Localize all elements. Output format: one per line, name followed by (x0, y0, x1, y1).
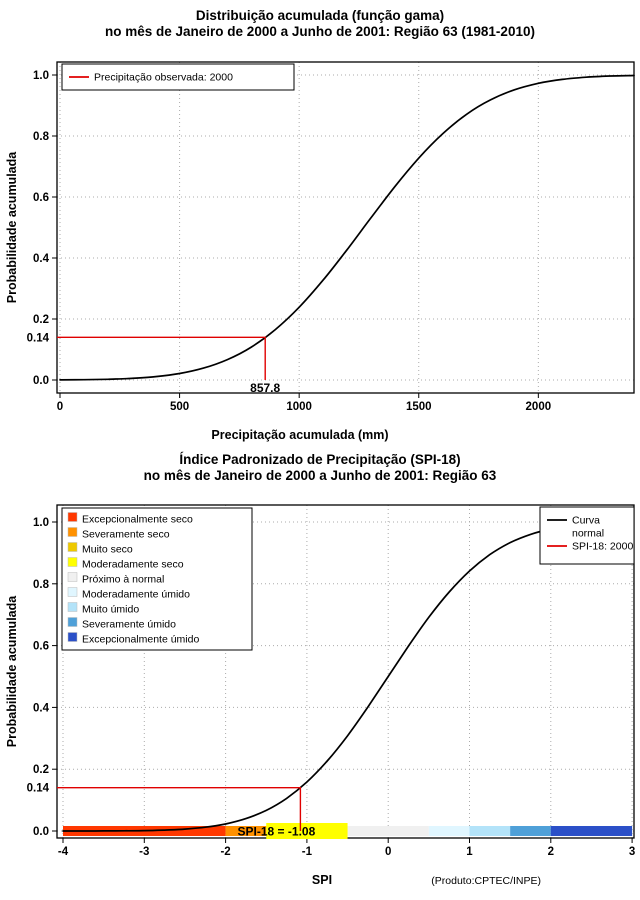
category-label: Excepcionalmente seco (82, 514, 193, 526)
x-tick-label: 1500 (406, 401, 432, 413)
x-axis-label: Precipitação acumulada (mm) (211, 428, 388, 442)
y-tick-label: 0.0 (33, 375, 49, 387)
annotation-highlight (266, 823, 348, 839)
category-swatch (67, 542, 78, 552)
spi-scale-segment (347, 826, 429, 836)
spi-value-label: SPI-18 = -1.08 (238, 825, 316, 839)
y-axis-label: Probabilidade acumulada (5, 151, 19, 303)
y-tick-label: 0.8 (33, 579, 50, 591)
observed-probability-label: 0.14 (27, 783, 50, 795)
category-label: Severamente úmido (82, 619, 176, 631)
category-swatch (67, 557, 78, 567)
spi-scale-segment (225, 826, 267, 836)
category-label: Muito seco (82, 544, 133, 556)
y-tick-label: 0.4 (33, 253, 50, 265)
x-tick-label: -1 (302, 846, 313, 858)
x-tick-label: 1 (466, 846, 473, 858)
y-tick-label: 0.6 (33, 641, 49, 653)
x-tick-label: 500 (170, 401, 189, 413)
category-label: Próximo à normal (82, 574, 164, 586)
x-tick-label: 3 (629, 846, 635, 858)
plot-box (56, 61, 635, 394)
chart-title: Distribuição acumulada (função gama) (196, 8, 444, 23)
category-label: Severamente seco (82, 529, 170, 541)
y-tick-label: 0.8 (33, 131, 50, 143)
legend-label: Curva (572, 515, 600, 527)
y-tick-label: 0.2 (33, 314, 49, 326)
legend-label: normal (572, 528, 604, 540)
y-tick-label: 0.4 (33, 702, 50, 714)
category-swatch (67, 512, 78, 522)
x-axis-label: SPI (312, 873, 332, 887)
gamma-cdf-chart: Distribuição acumulada (função gama)no m… (5, 8, 635, 442)
category-swatch (67, 572, 78, 582)
x-tick-label: -4 (58, 846, 69, 858)
category-swatch (67, 587, 78, 597)
legend-label: SPI-18: 2000 (572, 541, 633, 553)
x-tick-label: 1000 (286, 401, 312, 413)
x-tick-label: 2 (548, 846, 554, 858)
legend-label: Precipitação observada: 2000 (94, 72, 233, 84)
observed-value-lines (57, 787, 302, 831)
y-axis-label: Probabilidade acumulada (5, 595, 19, 747)
x-tick-label: -3 (139, 846, 149, 858)
spi-scale-segment (550, 826, 633, 836)
x-tick-label: 0 (57, 401, 63, 413)
observed-value-lines (57, 336, 266, 380)
category-legend-box (61, 507, 253, 651)
x-tick-label: 2000 (526, 401, 552, 413)
x-tick-label: -2 (220, 846, 230, 858)
category-label: Moderadamente seco (82, 559, 184, 571)
spi-cdf-chart: Índice Padronizado de Precipitação (SPI-… (5, 452, 635, 887)
chart-subtitle: no mês de Janeiro de 2000 a Junho de 200… (105, 24, 535, 39)
y-tick-label: 1.0 (33, 517, 49, 529)
y-tick-label: 0.6 (33, 192, 49, 204)
legend-box (61, 63, 295, 91)
y-tick-label: 0.2 (33, 764, 49, 776)
y-tick-label: 0.0 (33, 826, 49, 838)
observed-probability-label: 0.14 (27, 332, 50, 344)
category-swatch (67, 617, 78, 627)
category-label: Excepcionalmente úmido (82, 634, 199, 646)
product-credit: (Produto:CPTEC/INPE) (431, 875, 541, 887)
cdf-curve (62, 521, 633, 832)
category-label: Muito úmido (82, 604, 139, 616)
y-tick-label: 1.0 (33, 70, 49, 82)
cdf-curve (59, 74, 635, 381)
observed-precip-label: 857.8 (250, 381, 280, 395)
category-label: Moderadamente úmido (82, 589, 190, 601)
x-tick-label: 0 (385, 846, 391, 858)
curve-legend-box (539, 506, 635, 565)
spi-scale-segment (428, 826, 470, 836)
category-swatch (67, 632, 78, 642)
category-swatch (67, 602, 78, 612)
spi-scale-segment (469, 826, 511, 836)
spi-scale-segment (510, 826, 551, 836)
chart-title: Índice Padronizado de Precipitação (SPI-… (179, 452, 460, 467)
chart-subtitle: no mês de Janeiro de 2000 a Junho de 200… (144, 468, 497, 483)
category-swatch (67, 527, 78, 537)
